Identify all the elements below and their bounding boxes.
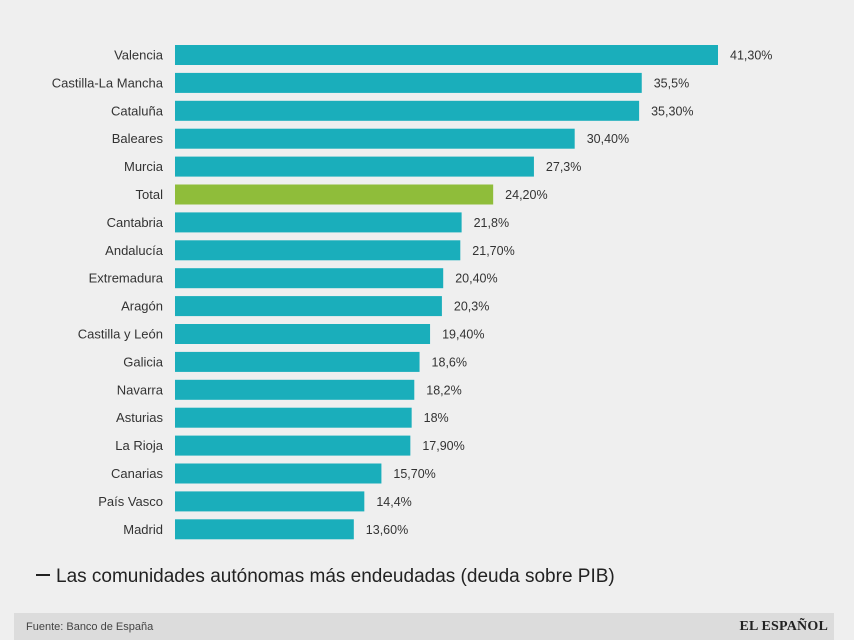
bar-valencia xyxy=(175,45,718,65)
category-label: Castilla y León xyxy=(78,327,163,342)
value-label: 19,40% xyxy=(442,328,484,342)
value-label: 35,30% xyxy=(651,104,693,118)
source-note: Fuente: Banco de España xyxy=(26,621,154,633)
value-label: 15,70% xyxy=(393,467,435,481)
category-label: País Vasco xyxy=(98,494,163,509)
category-label: Aragón xyxy=(121,299,163,314)
bar-cataluña xyxy=(175,100,640,121)
category-label: Cataluña xyxy=(111,103,164,118)
category-label: Murcia xyxy=(124,159,164,174)
bar-asturias xyxy=(175,407,412,428)
chart-title-text: Las comunidades autónomas más endeudadas… xyxy=(56,566,615,587)
category-label: Andalucía xyxy=(105,243,164,258)
category-label: Navarra xyxy=(117,382,164,397)
category-label: Baleares xyxy=(112,131,164,146)
brand-logo: EL ESPAÑOL xyxy=(739,619,828,634)
category-label: Canarias xyxy=(111,466,164,481)
value-label: 17,90% xyxy=(422,439,464,453)
category-label: Castilla-La Mancha xyxy=(52,75,164,90)
bar-navarra xyxy=(175,379,415,400)
value-label: 27,3% xyxy=(546,160,581,174)
bar-la-rioja xyxy=(175,435,411,456)
category-label: Extremadura xyxy=(89,271,164,286)
value-label: 14,4% xyxy=(376,495,411,509)
value-label: 30,40% xyxy=(587,132,629,146)
value-label: 41,30% xyxy=(730,49,772,63)
category-label: Total xyxy=(136,187,164,202)
value-label: 21,70% xyxy=(472,244,514,258)
value-label: 13,60% xyxy=(366,523,408,537)
value-label: 21,8% xyxy=(474,216,509,230)
bar-castilla-y-león xyxy=(175,324,431,344)
bar-chart: Valencia 41,30% Castilla-La Mancha 35,5% Cat… xyxy=(52,45,772,540)
title-dash xyxy=(36,573,50,576)
bar-madrid xyxy=(175,519,354,540)
category-label: Cantabria xyxy=(107,215,164,230)
bar-galicia xyxy=(175,351,420,372)
bar-país-vasco xyxy=(175,491,365,512)
category-label: Valencia xyxy=(114,48,164,63)
value-label: 20,3% xyxy=(454,300,489,314)
category-label: Galicia xyxy=(123,354,164,369)
bar-aragón xyxy=(175,296,442,317)
value-label: 18% xyxy=(424,411,449,425)
footer-bar: Fuente: Banco de España EL ESPAÑOL xyxy=(14,613,834,640)
value-label: 20,40% xyxy=(455,272,497,286)
chart-title: Las comunidades autónomas más endeudadas… xyxy=(36,566,615,588)
category-label: Asturias xyxy=(116,410,163,425)
value-label: 18,6% xyxy=(432,355,467,369)
value-label: 35,5% xyxy=(654,76,689,90)
category-label: La Rioja xyxy=(115,438,163,453)
bar-total xyxy=(175,184,494,205)
bar-canarias xyxy=(175,463,382,484)
bar-andalucía xyxy=(175,240,461,261)
bar-baleares xyxy=(175,128,575,149)
bar-cantabria xyxy=(175,212,462,233)
category-label: Madrid xyxy=(123,522,163,537)
bar-extremadura xyxy=(175,268,444,289)
bar-murcia xyxy=(175,156,534,177)
bar-castilla-la-mancha xyxy=(175,72,642,93)
value-label: 24,20% xyxy=(505,188,547,202)
value-label: 18,2% xyxy=(426,383,461,397)
